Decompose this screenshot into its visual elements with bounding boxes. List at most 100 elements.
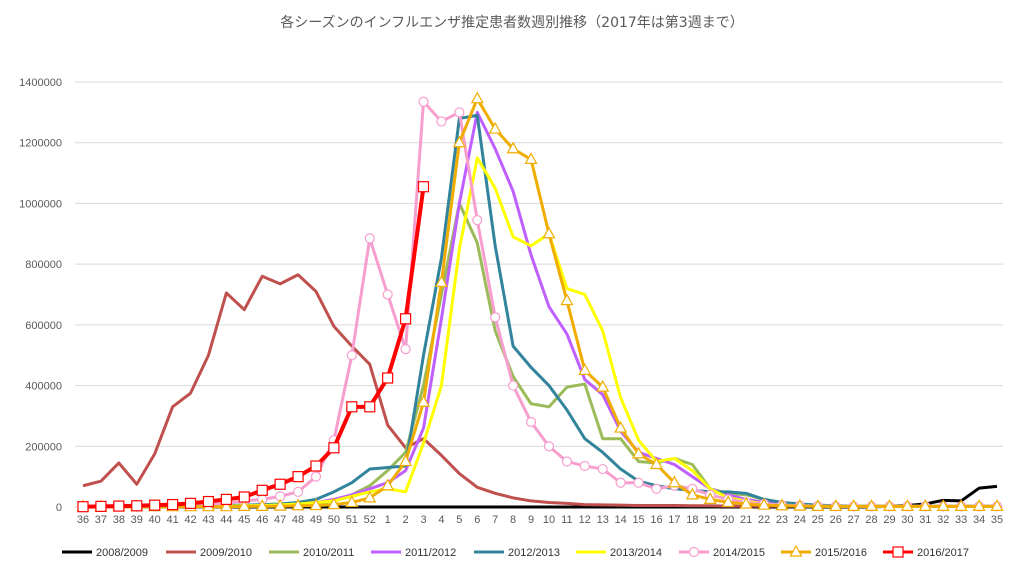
data-point-marker — [220, 493, 232, 506]
x-tick-label: 1 — [385, 514, 391, 526]
y-tick-label: 0 — [56, 502, 62, 514]
data-point-marker — [417, 181, 430, 193]
data-point-marker — [274, 478, 286, 490]
series-2010-2011 — [83, 201, 997, 508]
data-point-marker — [918, 499, 932, 511]
x-tick-label: 3 — [420, 514, 426, 526]
x-tick-label: 10 — [543, 514, 555, 526]
gridlines — [75, 81, 1003, 508]
x-tick-label: 22 — [758, 514, 770, 526]
data-point-marker — [775, 498, 789, 511]
data-point-marker — [615, 477, 626, 488]
series-2013-2014 — [83, 156, 997, 509]
data-point-marker — [184, 497, 197, 509]
data-point-marker — [309, 498, 323, 511]
legend-label: 2011/2012 — [405, 547, 456, 559]
x-tick-label: 8 — [510, 514, 516, 526]
x-tick-label: 11 — [561, 514, 572, 526]
data-point-marker — [882, 499, 896, 511]
data-point-marker — [793, 498, 807, 511]
data-point-marker — [219, 499, 233, 512]
x-tick-label: 48 — [292, 514, 304, 526]
data-point-marker — [346, 401, 358, 413]
data-point-marker — [131, 500, 143, 512]
data-point-marker — [167, 498, 179, 511]
data-point-marker — [238, 491, 250, 503]
data-point-marker — [273, 498, 287, 511]
data-point-marker — [382, 289, 393, 300]
x-tick-label: 51 — [346, 514, 358, 526]
data-point-marker — [381, 478, 395, 491]
data-point-marker — [364, 233, 375, 244]
data-point-marker — [972, 499, 986, 511]
x-tick-label: 39 — [131, 514, 143, 526]
data-point-marker — [255, 499, 269, 511]
series-2014-2015 — [77, 96, 1003, 512]
data-point-marker — [632, 446, 646, 459]
legend-label: 2009/2010 — [200, 547, 252, 559]
data-point-marker — [543, 441, 555, 452]
x-axis: 36 37 38 39 40 41 42 43 44 45 46 47 48 49 50 51 52 1 2 3 4 5 6… — [77, 514, 1003, 526]
data-point-marker — [721, 495, 735, 508]
data-point-marker — [542, 226, 556, 239]
x-tick-label: 36 — [77, 514, 89, 526]
series-line — [82, 273, 997, 508]
data-point-marker — [346, 350, 357, 361]
x-tick-label: 45 — [238, 514, 250, 526]
x-tick-label: 44 — [220, 514, 232, 526]
x-tick-label: 46 — [256, 514, 268, 526]
data-point-marker — [113, 500, 125, 512]
data-point-marker — [865, 499, 879, 511]
y-tick-label: 400000 — [25, 381, 62, 393]
data-point-marker — [237, 499, 251, 511]
legend-label: 2014/2015 — [713, 547, 765, 559]
data-point-marker — [399, 454, 413, 467]
x-tick-label: 31 — [919, 514, 931, 526]
x-tick-label: 34 — [973, 514, 985, 526]
data-point-marker — [954, 499, 968, 511]
legend-item: 2013/2014 — [576, 547, 662, 559]
data-point-marker — [452, 135, 466, 148]
data-point-marker — [310, 460, 322, 472]
data-point-marker — [508, 380, 519, 391]
series-group — [76, 91, 1004, 513]
data-point-marker — [597, 463, 608, 475]
data-point-marker — [596, 379, 610, 392]
legend: 2008/2009 2009/2010 2010/2011 2011/2012 2012… — [62, 544, 969, 559]
data-point-marker — [149, 499, 161, 511]
data-point-marker — [470, 91, 484, 104]
data-point-marker — [327, 497, 341, 510]
x-tick-label: 42 — [184, 514, 196, 526]
y-tick-label: 200000 — [25, 441, 62, 453]
x-tick-label: 40 — [149, 514, 161, 526]
x-tick-label: 5 — [456, 514, 462, 526]
data-point-marker — [418, 96, 429, 107]
data-point-marker — [77, 501, 89, 513]
x-tick-label: 28 — [865, 514, 877, 526]
data-point-marker — [382, 372, 394, 384]
data-point-marker — [202, 495, 215, 508]
legend-item: 2016/2017 — [883, 546, 969, 559]
y-tick-label: 600000 — [25, 320, 62, 332]
legend-label: 2012/2013 — [508, 547, 560, 559]
data-point-marker — [649, 457, 664, 470]
data-point-marker — [454, 107, 465, 118]
x-tick-label: 16 — [650, 514, 662, 526]
data-point-marker — [579, 460, 590, 472]
legend-item: 2011/2012 — [371, 547, 456, 559]
data-point-marker — [328, 442, 340, 454]
x-tick-label: 43 — [202, 514, 214, 526]
data-point-marker — [703, 492, 717, 505]
x-tick-label: 27 — [848, 514, 860, 526]
x-tick-label: 25 — [812, 514, 824, 526]
data-point-marker — [900, 499, 914, 511]
x-tick-label: 49 — [310, 514, 322, 526]
series-2016-2017 — [77, 181, 430, 513]
legend-item: 2014/2015 — [679, 546, 765, 559]
legend-item: 2008/2009 — [62, 547, 148, 559]
x-tick-label: 24 — [794, 514, 806, 526]
x-tick-label: 23 — [776, 514, 788, 526]
x-tick-label: 47 — [274, 514, 286, 526]
y-tick-label: 1400000 — [19, 77, 62, 89]
